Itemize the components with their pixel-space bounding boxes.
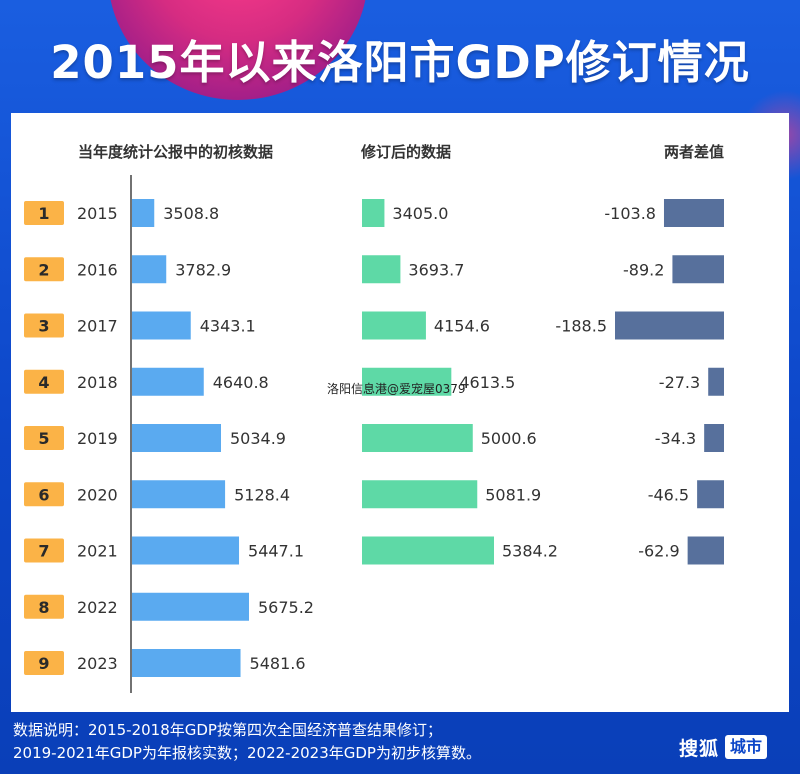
revised-value-bar xyxy=(362,311,426,340)
difference-bar xyxy=(697,480,724,509)
rank-badge xyxy=(24,482,64,507)
data-note-line-1: 数据说明：2015-2018年GDP按第四次全国经济普查结果修订； xyxy=(13,721,442,739)
difference-label: -27.3 xyxy=(659,373,700,392)
rank-badge xyxy=(24,201,64,225)
difference-bar xyxy=(672,255,724,284)
column-header-initial: 当年度统计公报中的初核数据 xyxy=(78,143,273,161)
initial-value-label: 3782.9 xyxy=(175,260,231,279)
watermark-text: 洛阳信息港@爱宠屋0379 xyxy=(327,381,466,396)
initial-value-bar xyxy=(132,255,167,284)
revised-value-label: 4154.6 xyxy=(434,317,490,336)
initial-value-label: 5481.6 xyxy=(250,654,306,673)
column-header-difference: 两者差值 xyxy=(664,143,724,161)
page-title: 2015年以来洛阳市GDP修订情况 xyxy=(50,36,750,89)
revised-value-label: 3405.0 xyxy=(392,204,448,223)
revised-value-bar xyxy=(362,367,452,396)
revised-value-label: 4613.5 xyxy=(459,373,515,392)
year-label: 2019 xyxy=(77,429,118,448)
chart-panel: 当年度统计公报中的初核数据 修订后的数据 两者差值 1 2015 3508.8 3405.0… xyxy=(11,113,789,712)
initial-value-bar xyxy=(132,536,240,565)
rank-badge xyxy=(24,426,64,450)
year-label: 2021 xyxy=(77,542,118,561)
initial-value-label: 5675.2 xyxy=(258,598,314,617)
rank-number: 4 xyxy=(38,373,49,392)
revised-value-bar xyxy=(362,424,473,452)
rank-number: 6 xyxy=(38,485,49,504)
rank-badge xyxy=(24,313,64,338)
difference-bar xyxy=(663,199,724,227)
rank-number: 3 xyxy=(38,317,49,336)
initial-value-bar xyxy=(132,424,221,452)
initial-value-label: 4640.8 xyxy=(213,373,269,392)
difference-bar xyxy=(704,424,724,452)
initial-value-bar xyxy=(132,480,226,509)
gdp-revision-chart: 当年度统计公报中的初核数据 修订后的数据 两者差值 1 2015 3508.8 3405.0… xyxy=(24,143,724,693)
rank-number: 1 xyxy=(38,204,49,223)
revised-value-label: 5000.6 xyxy=(481,429,537,448)
year-label: 2018 xyxy=(77,373,118,392)
year-label: 2022 xyxy=(77,598,118,617)
initial-value-bar xyxy=(132,367,204,396)
rank-number: 8 xyxy=(38,598,49,617)
brand-tag: 城市 xyxy=(725,735,768,759)
rank-badge xyxy=(24,369,64,394)
rank-number: 7 xyxy=(38,542,49,561)
difference-bar xyxy=(687,536,724,565)
rank-number: 5 xyxy=(38,429,49,448)
revised-value-label: 5081.9 xyxy=(485,485,541,504)
initial-value-label: 3508.8 xyxy=(163,204,219,223)
difference-label: -46.5 xyxy=(648,485,689,504)
initial-value-label: 5128.4 xyxy=(234,485,290,504)
data-note: 数据说明：2015-2018年GDP按第四次全国经济普查结果修订； 2019-2… xyxy=(13,719,653,765)
difference-bar xyxy=(708,367,724,396)
initial-value-bar xyxy=(132,311,191,340)
data-note-line-2: 2019-2021年GDP为年报核实数；2022-2023年GDP为初步核算数。 xyxy=(13,744,481,762)
year-label: 2015 xyxy=(77,204,118,223)
year-label: 2023 xyxy=(77,654,118,673)
year-label: 2020 xyxy=(77,485,118,504)
revised-value-bar xyxy=(362,199,385,227)
rank-badge xyxy=(24,538,64,563)
brand-name: 搜狐 xyxy=(679,737,720,760)
initial-value-label: 4343.1 xyxy=(200,317,256,336)
year-label: 2017 xyxy=(77,317,118,336)
difference-label: -34.3 xyxy=(655,429,696,448)
revised-value-label: 5384.2 xyxy=(502,542,558,561)
initial-value-bar xyxy=(132,199,155,227)
rank-badge xyxy=(24,594,64,619)
rank-badge xyxy=(24,257,64,282)
rank-number: 2 xyxy=(38,260,49,279)
difference-bar xyxy=(615,311,724,340)
revised-value-bar xyxy=(362,536,494,565)
column-header-revised: 修订后的数据 xyxy=(360,143,451,161)
brand-logo: 搜狐 城市 xyxy=(679,734,768,760)
rank-number: 9 xyxy=(38,654,49,673)
initial-value-bar xyxy=(132,649,241,677)
difference-label: -103.8 xyxy=(604,204,656,223)
initial-value-bar xyxy=(132,592,249,621)
difference-label: -89.2 xyxy=(623,260,664,279)
revised-value-bar xyxy=(362,255,401,284)
rank-badge xyxy=(24,651,64,675)
initial-value-label: 5034.9 xyxy=(230,429,286,448)
initial-value-label: 5447.1 xyxy=(248,542,304,561)
difference-label: -188.5 xyxy=(555,317,607,336)
difference-label: -62.9 xyxy=(638,542,679,561)
revised-value-bar xyxy=(362,480,478,509)
revised-value-label: 3693.7 xyxy=(408,260,464,279)
year-label: 2016 xyxy=(77,260,118,279)
